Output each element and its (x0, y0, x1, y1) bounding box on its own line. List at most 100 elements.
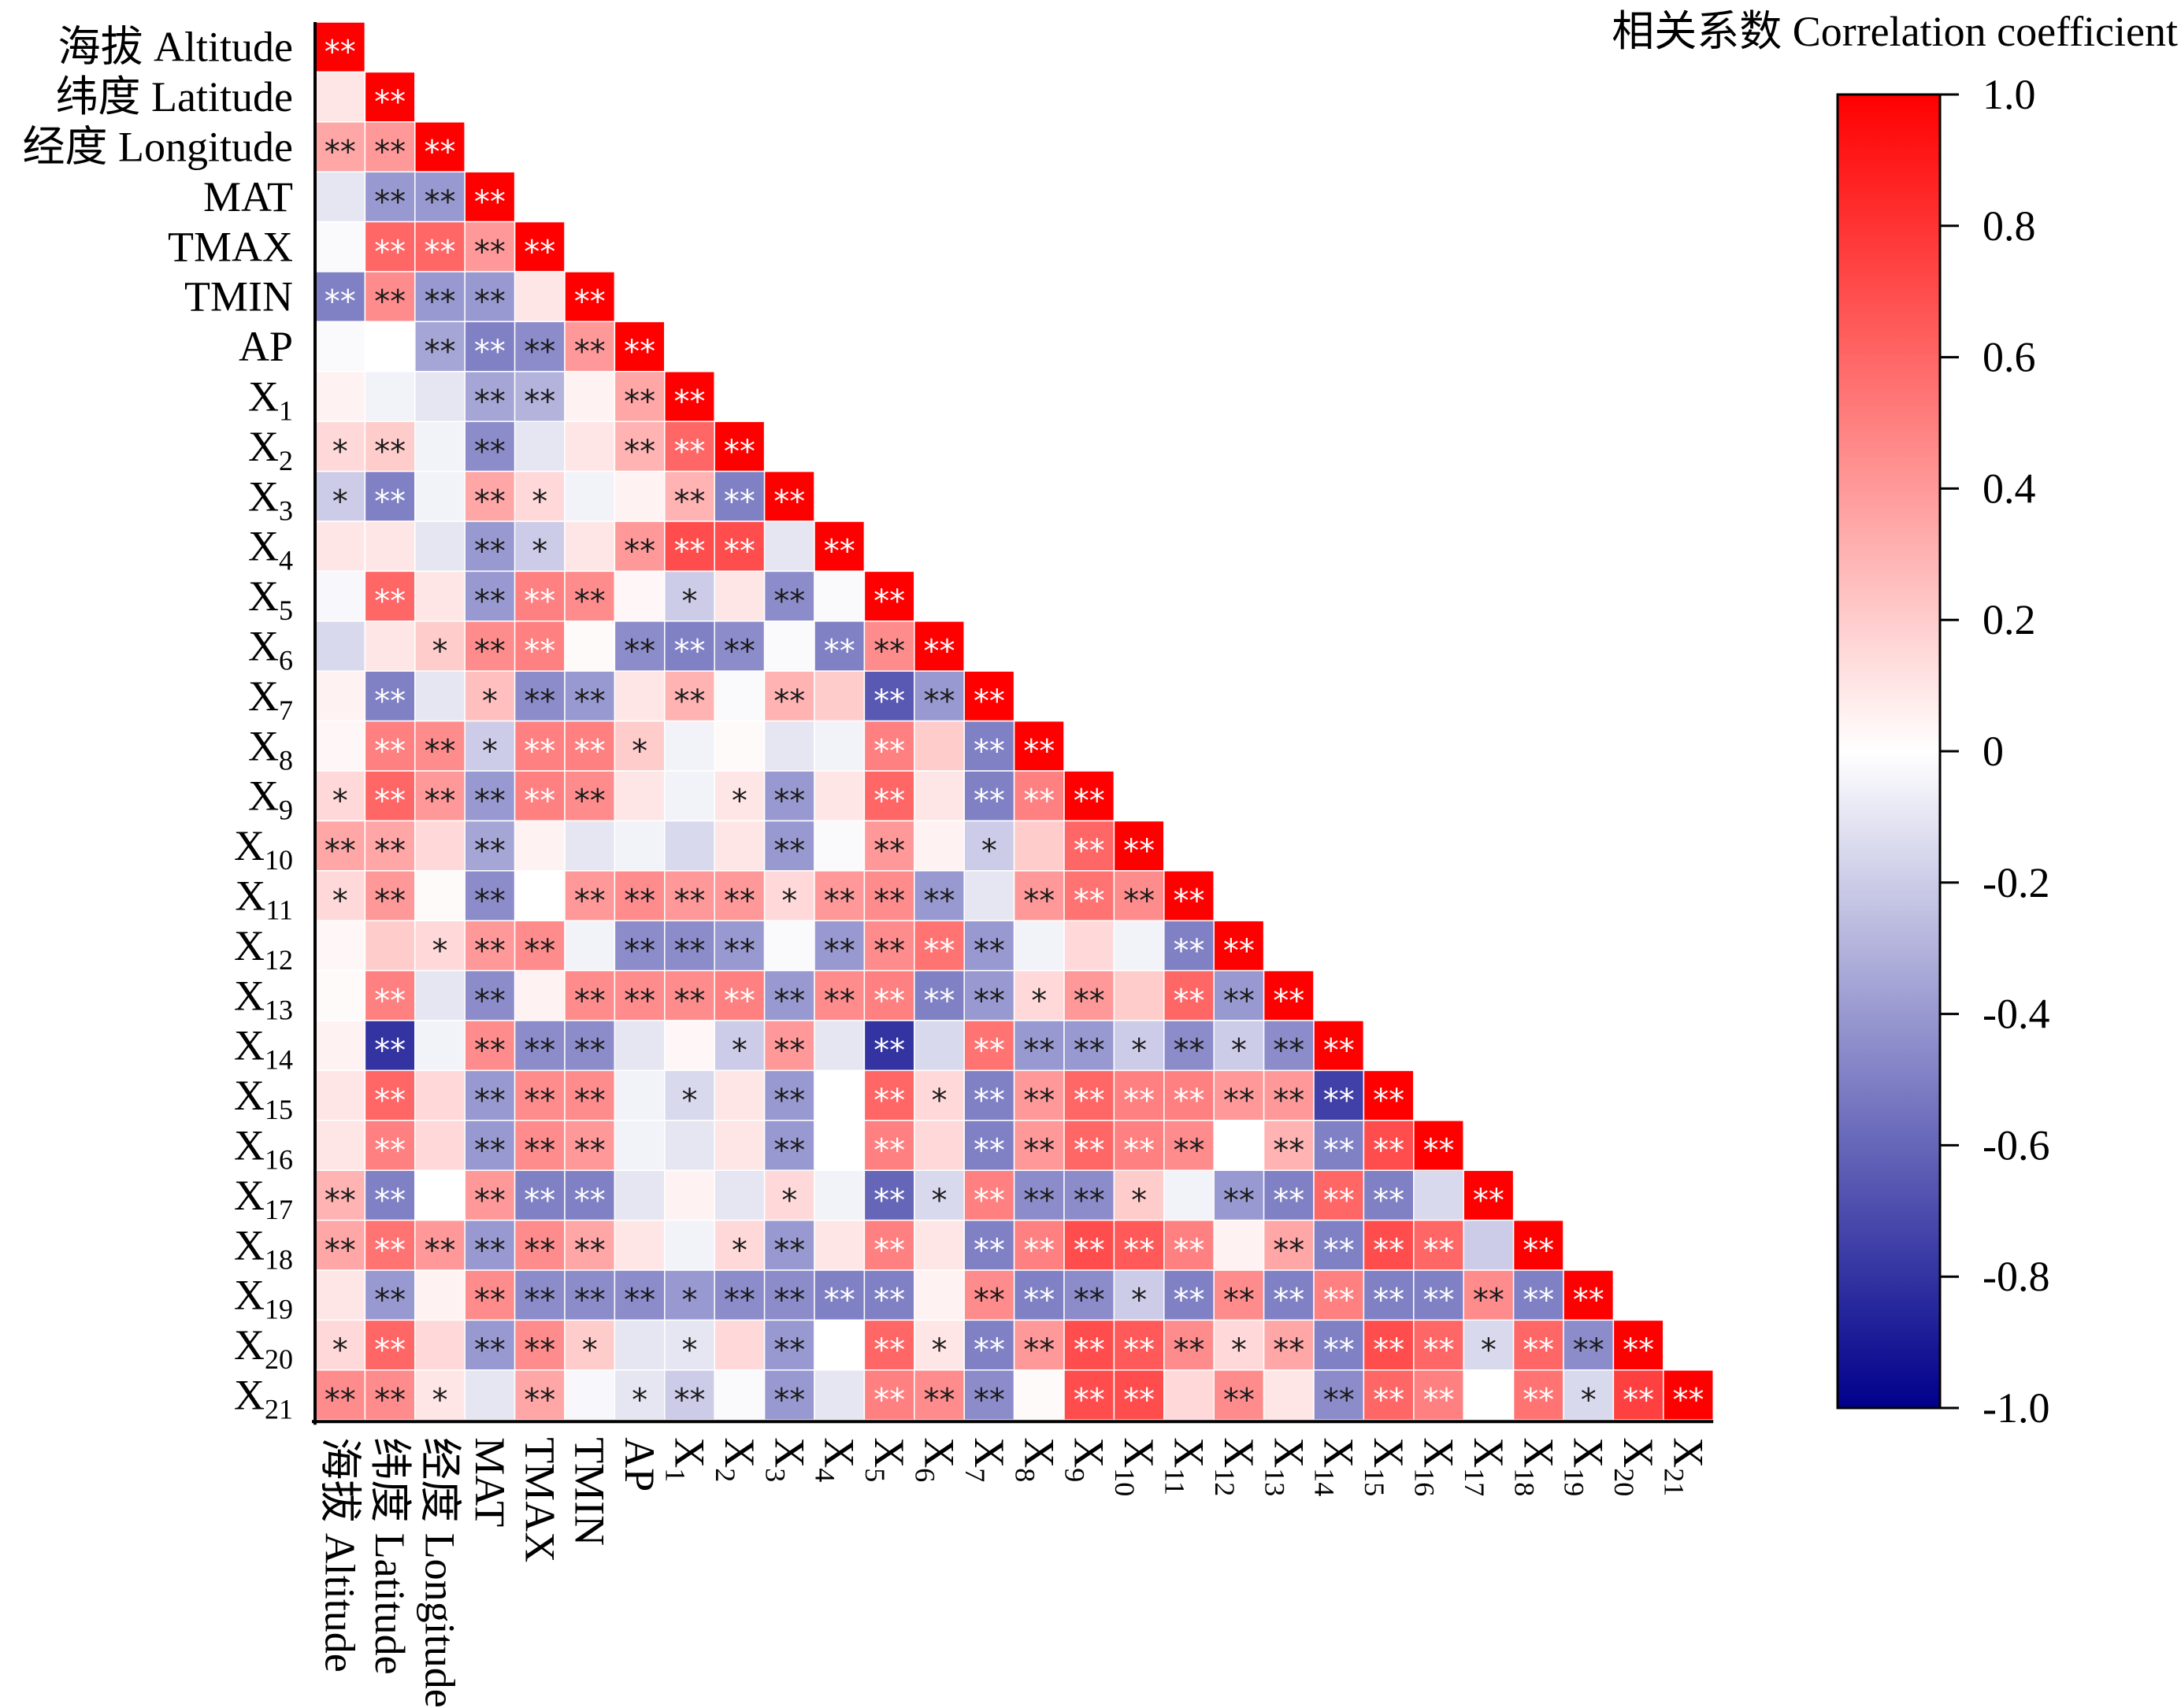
x-tick-label: X16 (1409, 1437, 1463, 1496)
significance-mark: ** (1123, 1232, 1155, 1269)
significance-mark: ** (1423, 1232, 1455, 1269)
heatmap-cell (1113, 1020, 1165, 1072)
significance-mark: ** (824, 1283, 855, 1319)
significance-mark: ** (924, 884, 955, 920)
heatmap-cell (514, 820, 566, 872)
heatmap-cell (1363, 1169, 1415, 1221)
heatmap-cell (1063, 1219, 1115, 1271)
heatmap-cell (514, 1120, 566, 1171)
significance-mark: ** (374, 983, 406, 1019)
heatmap-cell (1063, 920, 1115, 972)
x-tick-label: X10 (1109, 1437, 1163, 1496)
heatmap-cell (464, 1319, 516, 1371)
heatmap-cell (614, 570, 666, 622)
heatmap-cell (564, 920, 616, 972)
heatmap-cell (464, 421, 516, 472)
significance-mark: * (932, 1083, 948, 1119)
significance-mark: ** (624, 334, 655, 370)
x-tick-label: X8 (1009, 1437, 1063, 1482)
heatmap-cell (564, 670, 616, 722)
heatmap-cell (863, 670, 915, 722)
significance-mark: ** (874, 884, 905, 920)
heatmap-cell (614, 320, 666, 372)
significance-mark: ** (474, 634, 506, 670)
significance-mark: ** (374, 284, 406, 320)
x-tick-label: X20 (1608, 1437, 1662, 1496)
heatmap-cell (963, 1219, 1015, 1271)
heatmap-cell (464, 1269, 516, 1321)
heatmap-cell (664, 770, 715, 822)
y-tick-label: X20 (234, 1321, 293, 1375)
heatmap-cell (914, 770, 965, 822)
significance-mark: ** (974, 933, 1005, 969)
significance-mark: ** (574, 884, 606, 920)
significance-mark: * (332, 1332, 348, 1369)
heatmap-cell (564, 1169, 616, 1221)
significance-mark: ** (474, 784, 506, 820)
significance-mark: ** (374, 84, 406, 120)
heatmap-cell (1113, 1369, 1165, 1421)
heatmap-cell (364, 521, 416, 572)
heatmap-cell (314, 670, 366, 722)
significance-mark: ** (1074, 1083, 1105, 1119)
significance-mark: ** (773, 1283, 805, 1319)
significance-mark: ** (1423, 1133, 1455, 1169)
significance-mark: ** (624, 534, 655, 570)
heatmap-cell (314, 21, 366, 73)
significance-mark: ** (1223, 933, 1255, 969)
heatmap-cell (364, 621, 416, 672)
heatmap-cell (464, 271, 516, 323)
heatmap-cell (564, 621, 616, 672)
significance-mark: ** (1523, 1383, 1554, 1419)
colorbar-tick-label: 0.4 (1983, 465, 2036, 512)
heatmap-cell (614, 720, 666, 772)
y-tick-label: X10 (234, 822, 293, 876)
significance-mark: ** (325, 1383, 356, 1419)
significance-mark: ** (974, 1283, 1005, 1319)
significance-mark: ** (874, 1133, 905, 1169)
significance-mark: ** (474, 1183, 506, 1219)
significance-mark: ** (874, 1083, 905, 1119)
heatmap-cell (763, 621, 815, 672)
significance-mark: ** (773, 484, 805, 520)
heatmap-cell (664, 820, 715, 872)
significance-mark: ** (474, 334, 506, 370)
significance-mark: ** (574, 983, 606, 1019)
heatmap-cell (1363, 1219, 1415, 1271)
significance-mark: ** (724, 484, 755, 520)
heatmap-cell (1013, 870, 1065, 921)
significance-mark: ** (1523, 1283, 1554, 1319)
heatmap-cell (863, 969, 915, 1021)
heatmap-cell (814, 670, 866, 722)
heatmap-cell (814, 1319, 866, 1371)
significance-mark: ** (524, 334, 555, 370)
colorbar-gradient (1836, 93, 1942, 1410)
heatmap-cell (464, 1369, 516, 1421)
heatmap-cell (614, 1069, 666, 1121)
heatmap-cell (614, 920, 666, 972)
significance-mark: ** (1323, 1332, 1355, 1369)
heatmap-cell (364, 1269, 416, 1321)
heatmap-cell (664, 920, 715, 972)
heatmap-cell (414, 1219, 466, 1271)
heatmap-cell (314, 371, 366, 422)
significance-mark: ** (574, 684, 606, 720)
heatmap-cell (314, 220, 366, 272)
heatmap-cell (514, 421, 566, 472)
significance-mark: ** (374, 584, 406, 620)
heatmap-cell (863, 1169, 915, 1221)
heatmap-cell (414, 421, 466, 472)
heatmap-cell (914, 1219, 965, 1271)
heatmap-cell (414, 121, 466, 172)
y-tick-label: X15 (234, 1072, 293, 1125)
heatmap-cell (1013, 1169, 1065, 1221)
significance-mark: ** (574, 1033, 606, 1069)
heatmap-cell (914, 1020, 965, 1072)
y-tick-label: X18 (234, 1221, 293, 1275)
significance-mark: ** (773, 833, 805, 869)
heatmap-cell (514, 1219, 566, 1271)
heatmap-cell (1163, 1069, 1215, 1121)
significance-mark: ** (524, 1232, 555, 1269)
significance-mark: ** (1273, 1232, 1304, 1269)
